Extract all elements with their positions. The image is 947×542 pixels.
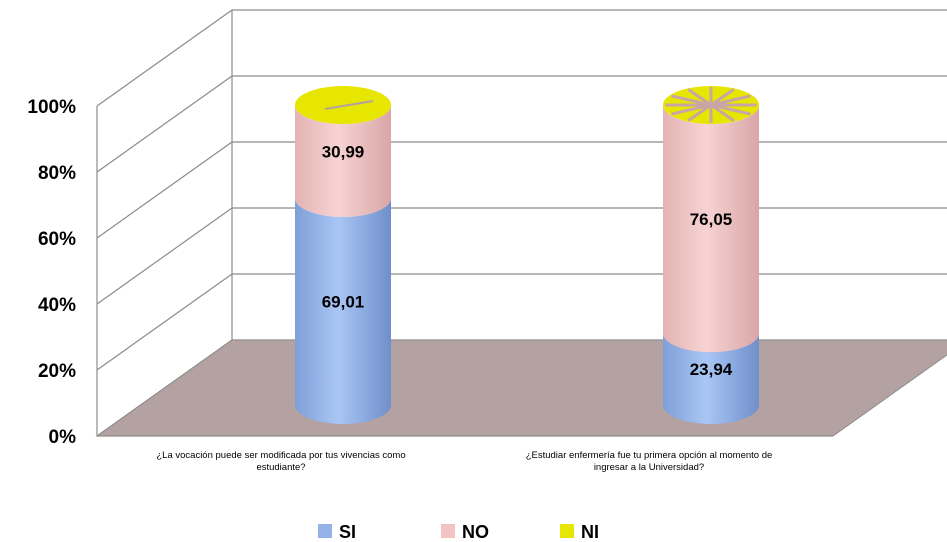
gridline <box>96 75 947 173</box>
cap-streak <box>710 103 751 116</box>
cap-streak <box>710 88 735 107</box>
y-tick-label: 60% <box>38 229 76 250</box>
cap-streak <box>687 88 712 107</box>
x-axis-categories: ¿La vocación puede ser modificada por tu… <box>156 450 772 473</box>
y-tick-label: 100% <box>27 97 76 118</box>
y-tick-label: 0% <box>49 427 77 448</box>
chart-floor-plane <box>95 339 947 437</box>
cap-streak <box>710 94 751 107</box>
legend-swatch <box>560 524 574 538</box>
legend-item: NO <box>441 522 489 542</box>
cap-streak <box>671 94 712 107</box>
legend-label: SI <box>339 522 356 542</box>
bar-segment-si <box>663 333 759 424</box>
cylinder-bar: 69,01 30,99 <box>295 86 391 424</box>
bar-segment-si <box>295 197 391 424</box>
cap-streak <box>671 103 712 116</box>
chart-floor <box>95 339 947 437</box>
cap-streak <box>710 103 735 122</box>
data-label: 23,94 <box>690 360 733 379</box>
gridline <box>96 207 947 305</box>
data-label: 69,01 <box>322 292 365 311</box>
legend: SI NO NI <box>318 522 599 542</box>
x-category-label: ingresar a la Universidad? <box>594 462 704 473</box>
legend-item: NI <box>560 522 599 542</box>
gridline <box>96 9 947 107</box>
data-label: 76,05 <box>690 210 733 229</box>
legend-item: SI <box>318 522 356 542</box>
gridline <box>96 141 947 239</box>
chart-bars: 69,01 30,99 23,94 76,05 <box>295 86 759 424</box>
y-tick-label: 80% <box>38 163 76 184</box>
x-category-label: ¿La vocación puede ser modificada por tu… <box>156 450 405 461</box>
y-axis-ticks: 0% 20% 40% 60% 80% 100% <box>27 97 76 448</box>
bar-segment-no <box>663 105 759 353</box>
cylinder-bar: 23,94 76,05 <box>663 86 759 424</box>
legend-label: NI <box>581 522 599 542</box>
legend-swatch <box>318 524 332 538</box>
y-tick-label: 40% <box>38 295 76 316</box>
x-category-label: estudiante? <box>256 462 305 473</box>
legend-swatch <box>441 524 455 538</box>
cap-streak <box>324 100 374 110</box>
data-label: 30,99 <box>322 142 365 161</box>
bar-segment-no <box>295 105 391 217</box>
legend-label: NO <box>462 522 489 542</box>
cap-streak <box>687 103 712 122</box>
x-category-label: ¿Estudiar enfermería fue tu primera opci… <box>526 450 773 461</box>
y-tick-label: 20% <box>38 361 76 382</box>
